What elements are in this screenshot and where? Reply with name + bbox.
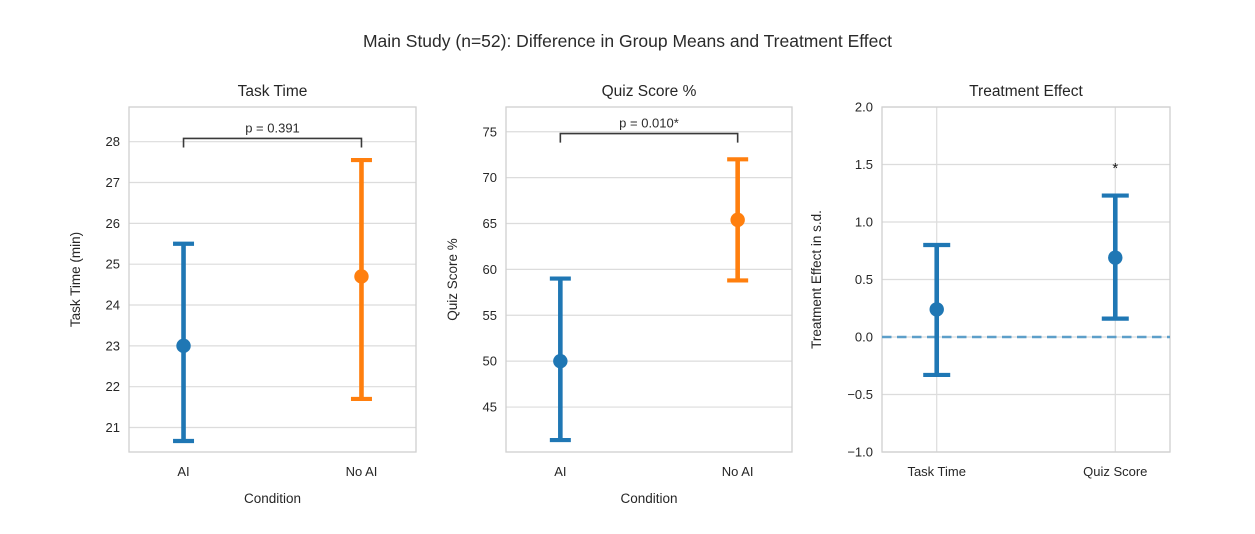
axes-border — [505, 106, 793, 453]
y-tick-label: 70 — [483, 170, 497, 185]
y-tick-label: 0.0 — [855, 330, 873, 345]
significance-asterisk: * — [1112, 160, 1118, 177]
subplot-title: Task Time — [238, 83, 308, 100]
y-tick-label: 65 — [483, 216, 497, 231]
significance-bracket — [182, 137, 363, 148]
y-axis-label: Treatment Effect in s.d. — [809, 210, 824, 349]
p-value-label: p = 0.010* — [619, 116, 679, 131]
x-tick-label: AI — [177, 464, 189, 479]
y-tick-label: 2.0 — [855, 100, 873, 115]
y-tick-label: 0.5 — [855, 272, 873, 287]
x-tick-label: Quiz Score — [1083, 464, 1147, 479]
mean-marker — [929, 302, 944, 317]
x-axis-label: Condition — [244, 491, 301, 506]
axes-border — [128, 106, 417, 453]
y-tick-label: 28 — [106, 134, 120, 149]
errorbar-task-time — [923, 242, 951, 378]
x-tick-label: Task Time — [907, 464, 966, 479]
subplot-treatment-effect: * −1.0 −0.5 0.0 0.5 1.0 1.5 2.0 Task Time Quiz Sc… — [809, 83, 1171, 479]
x-tick-label: AI — [554, 464, 566, 479]
errorbar-ai — [173, 241, 195, 444]
y-tick-label: −1.0 — [847, 445, 873, 460]
p-value-label: p = 0.391 — [245, 120, 300, 135]
y-tick-label: 55 — [483, 308, 497, 323]
errorbar-quiz-score — [1101, 193, 1129, 321]
y-tick-label: 50 — [483, 354, 497, 369]
y-tick-label: 60 — [483, 262, 497, 277]
subplot-task-time: p = 0.391 21 22 23 24 25 26 27 28 AI No AI Conditio… — [68, 83, 417, 506]
y-tick-label: 27 — [106, 175, 120, 190]
y-axis-label: Quiz Score % — [445, 238, 460, 321]
x-tick-label: No AI — [722, 464, 754, 479]
y-tick-label: 1.5 — [855, 157, 873, 172]
errorbar-no-ai — [727, 157, 749, 283]
y-tick-label: 21 — [106, 420, 120, 435]
y-tick-label: 25 — [106, 257, 120, 272]
mean-marker — [553, 353, 568, 369]
mean-marker — [730, 212, 745, 228]
y-tick-label: 23 — [106, 338, 120, 353]
y-tick-label: 75 — [483, 124, 497, 139]
y-tick-label: 26 — [106, 216, 120, 231]
figure-title: Main Study (n=52): Difference in Group M… — [362, 31, 892, 51]
y-tick-label: 1.0 — [855, 215, 873, 230]
subplot-title: Quiz Score % — [602, 83, 697, 100]
errorbar-no-ai — [350, 157, 372, 402]
mean-marker — [354, 269, 369, 284]
significance-bracket — [559, 132, 739, 143]
y-tick-label: 45 — [483, 400, 497, 415]
subplot-title: Treatment Effect — [969, 83, 1083, 100]
y-tick-label: −0.5 — [847, 387, 873, 402]
mean-marker — [176, 338, 191, 354]
x-tick-label: No AI — [346, 464, 378, 479]
x-axis-label: Condition — [620, 491, 677, 506]
y-axis-label: Task Time (min) — [68, 232, 83, 327]
subplot-quiz-score: p = 0.010* 45 50 55 60 65 70 75 AI No AI Condition… — [445, 83, 793, 506]
mean-marker — [1108, 250, 1123, 265]
errorbar-ai — [549, 276, 571, 443]
y-tick-label: 24 — [106, 298, 120, 313]
y-tick-label: 22 — [106, 379, 120, 394]
axes-border — [881, 106, 1171, 453]
